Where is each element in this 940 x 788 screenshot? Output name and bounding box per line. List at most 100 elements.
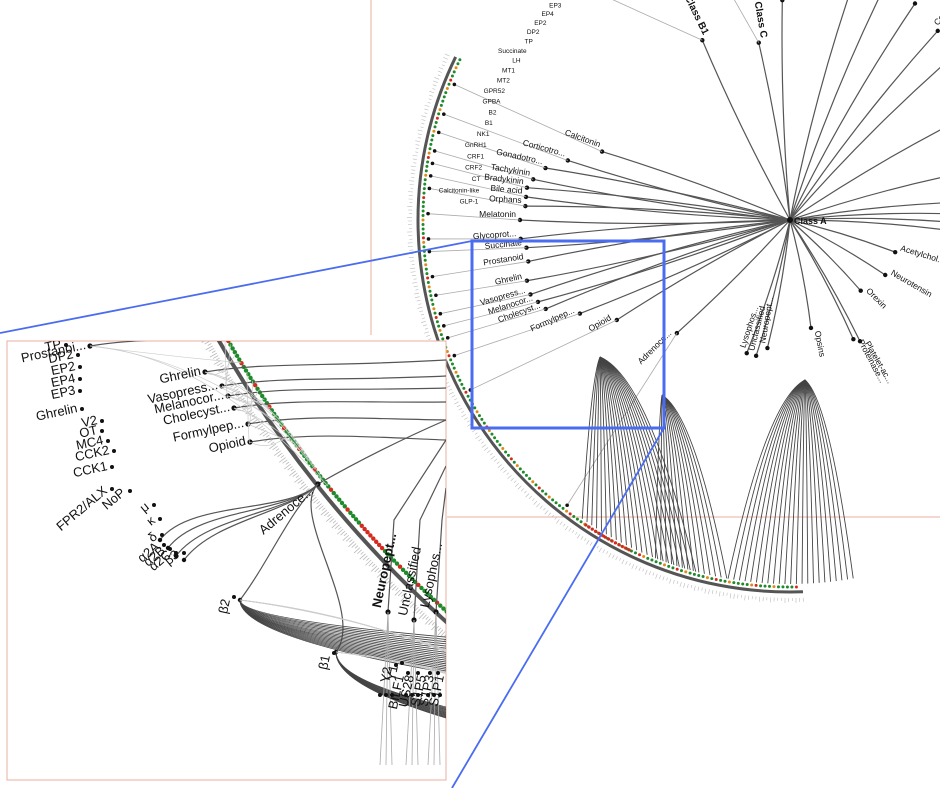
family-branch	[89, 341, 147, 347]
leaf-dot	[331, 490, 336, 496]
tick-mark	[432, 84, 437, 87]
leaf-branch	[599, 356, 653, 558]
tick-mark	[279, 457, 286, 463]
tick-mark	[525, 493, 530, 498]
tick-mark	[438, 70, 443, 73]
leaf-dot	[632, 747, 636, 751]
tick-mark	[380, 573, 385, 579]
family-branch	[789, 66, 940, 221]
leaf-branch	[433, 611, 437, 766]
family-label: Bile acid	[490, 183, 523, 196]
leaf-node	[64, 343, 68, 347]
tick-mark	[549, 716, 552, 721]
leaf-dot	[439, 333, 443, 337]
leaf-dot	[531, 480, 535, 484]
leaf-dot	[423, 254, 427, 258]
tick-mark	[573, 731, 575, 734]
tick-mark	[451, 395, 456, 398]
leaf-branch	[387, 611, 393, 766]
family-label: Neurotensin	[889, 267, 934, 299]
leaf-dot	[692, 572, 696, 576]
leaf-dot	[692, 779, 696, 783]
tick-mark	[554, 517, 557, 520]
tick-mark	[589, 541, 593, 546]
tick-mark	[514, 483, 519, 487]
family-branch	[755, 219, 791, 357]
leaf-label: EP2	[534, 20, 547, 27]
leaf-dot	[658, 561, 662, 565]
tick-mark	[417, 137, 422, 139]
tick-mark	[563, 725, 566, 730]
leaf-branch	[795, 379, 806, 584]
leaf-dot	[514, 667, 518, 671]
tick-mark	[338, 526, 342, 530]
leaf-dot	[719, 578, 723, 582]
family-label: Orphans	[489, 193, 522, 205]
tick-mark	[577, 734, 580, 739]
tick-mark	[535, 706, 538, 711]
leaf-node	[394, 663, 398, 667]
tick-mark	[594, 745, 596, 748]
leaf-dot	[621, 740, 625, 744]
leaf-dot	[588, 719, 592, 723]
tick-mark	[424, 328, 428, 330]
tick-mark	[443, 638, 446, 642]
leaf-dot	[339, 500, 345, 506]
leaf-dot	[480, 640, 484, 644]
tick-mark	[566, 728, 570, 735]
tick-mark	[327, 513, 331, 518]
leaf-dot	[454, 370, 458, 374]
leaf-branch	[599, 356, 659, 560]
tick-mark	[594, 746, 598, 753]
tick-mark	[454, 401, 459, 405]
tick-mark	[353, 547, 361, 554]
tick-mark	[580, 536, 584, 540]
tick-mark	[443, 56, 448, 60]
leaf-dot	[666, 766, 670, 770]
leaf-node	[445, 336, 450, 340]
leaf-dot	[466, 394, 470, 398]
tick-mark	[414, 296, 420, 298]
tick-mark	[403, 597, 409, 603]
inset-panel: Prostanoi...GhrelinVasopress...Melanocor…	[6, 340, 696, 783]
leaf-dot	[544, 492, 548, 496]
tick-mark	[466, 653, 470, 658]
tick-mark	[410, 271, 416, 273]
leaf-dot	[595, 724, 599, 728]
tick-mark	[552, 717, 554, 720]
leaf-label: GPBA	[482, 99, 501, 106]
tick-mark	[704, 588, 707, 594]
leaf-branch	[447, 308, 546, 339]
leaf-node	[390, 693, 394, 697]
leaf-branch	[661, 394, 717, 577]
tick-mark	[495, 676, 499, 681]
leaf-dot	[441, 337, 445, 341]
tick-mark	[407, 599, 411, 603]
leaf-branch	[432, 162, 528, 189]
leaf-dot	[606, 731, 610, 735]
leaf-label: V2	[80, 412, 99, 430]
leaf-label: GLP-1	[460, 199, 479, 206]
tick-mark	[267, 439, 273, 444]
tick-mark	[619, 761, 622, 766]
leaf-node	[332, 651, 336, 655]
leaf-node	[565, 503, 569, 508]
leaf-dot	[599, 726, 603, 730]
tick-mark	[500, 467, 505, 471]
tick-mark	[424, 618, 431, 625]
leaf-dot	[458, 378, 462, 382]
leaf-dot	[232, 349, 238, 355]
leaf-dot	[262, 397, 267, 402]
tick-mark	[528, 701, 532, 706]
leaf-dot	[460, 382, 464, 386]
leaf-dot	[421, 209, 425, 213]
family-node	[857, 339, 863, 344]
tick-mark	[615, 556, 618, 561]
tick-mark	[596, 545, 599, 549]
tick-mark	[591, 743, 594, 748]
tick-mark	[524, 490, 527, 494]
tick-mark	[686, 583, 689, 589]
family-node	[753, 353, 759, 359]
leaf-dot	[538, 685, 542, 689]
leaf-dot	[421, 236, 425, 240]
